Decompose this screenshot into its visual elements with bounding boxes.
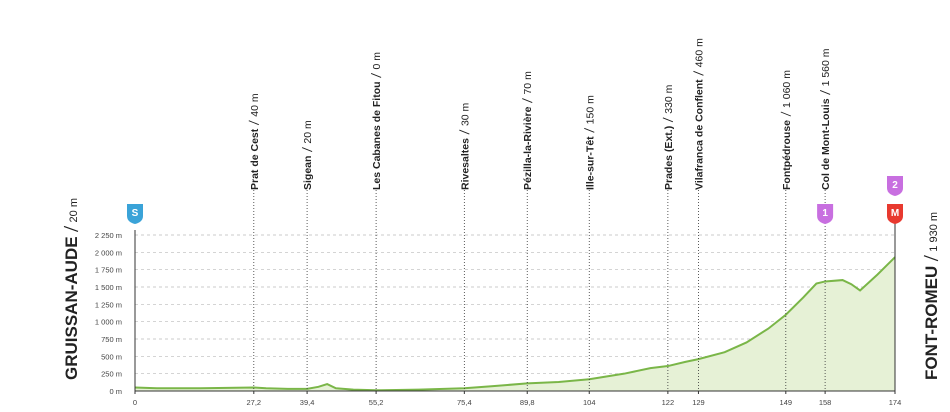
x-tick-label: 104 (583, 398, 596, 407)
y-tick-label: 750 m (101, 335, 122, 344)
x-tick-label: 122 (662, 398, 675, 407)
separator (522, 98, 533, 103)
separator (459, 129, 470, 135)
x-tick-label: 55,2 (369, 398, 384, 407)
y-tick-label: 250 m (101, 370, 122, 379)
y-tick-label: 500 m (101, 352, 122, 361)
x-tick-label: 149 (780, 398, 793, 407)
finish-label: FONT-ROMEU 1 930 m (922, 212, 941, 380)
start-marker-badge (127, 204, 143, 224)
separator (63, 225, 79, 233)
waypoint-label: Col de Mont-Louis 1 560 m (819, 48, 832, 190)
finish-marker-text: M (891, 208, 899, 219)
waypoint-altitude: 460 m (693, 38, 705, 67)
waypoint-altitude: 70 m (522, 71, 534, 95)
waypoint-label: Rivesaltes 30 m (459, 102, 471, 190)
waypoint-name: Les Cabanes de Fitou (371, 81, 383, 190)
climb-marker-badge (817, 204, 834, 224)
waypoint-altitude: 30 m (459, 102, 471, 126)
x-tick-label: 174 (889, 398, 902, 407)
finish-marker-badge (887, 204, 903, 224)
x-tick-label: 75,4 (457, 398, 472, 407)
waypoint-altitude: 20 m (302, 120, 314, 144)
separator (693, 70, 704, 76)
y-tick-label: 0 m (109, 387, 122, 396)
start-altitude: 20 m (68, 198, 80, 222)
waypoint-name: Prat de Cest (249, 128, 261, 190)
start-marker-text: S (132, 208, 139, 219)
finish-climb-marker-text: 2 (892, 180, 898, 191)
x-tick-label: 89,8 (520, 398, 535, 407)
waypoint-label: Pézilla-la-Rivière 70 m (522, 71, 534, 190)
separator (923, 255, 939, 262)
finish-name: FONT-ROMEU (922, 266, 941, 380)
waypoint-name: Fontpédrouse (781, 120, 793, 190)
waypoint-label: Sigean 20 m (301, 120, 314, 190)
y-tick-label: 1 000 m (95, 318, 122, 327)
waypoint-label: Fontpédrouse 1 060 m (780, 70, 793, 190)
separator (370, 73, 382, 78)
area-fill (135, 257, 895, 391)
start-label: GRUISSAN-AUDE 20 m (62, 198, 81, 380)
y-tick-label: 1 750 m (95, 266, 122, 275)
waypoint-label: Prat de Cest 40 m (248, 93, 261, 190)
waypoint-altitude: 1 560 m (820, 48, 832, 86)
separator (248, 120, 259, 126)
y-tick-label: 2 250 m (95, 231, 122, 240)
waypoint-altitude: 0 m (371, 52, 383, 70)
waypoint-label: Les Cabanes de Fitou 0 m (370, 52, 383, 190)
waypoint-altitude: 330 m (663, 84, 675, 113)
climb-marker-text: 1 (822, 208, 828, 219)
waypoint-label: Ille-sur-Têt 150 m (584, 95, 596, 190)
start-name: GRUISSAN-AUDE (62, 236, 81, 380)
x-tick-label: 158 (819, 398, 832, 407)
separator (819, 90, 831, 95)
waypoint-altitude: 40 m (249, 93, 261, 117)
x-tick-label: 129 (692, 398, 705, 407)
separator (780, 111, 791, 117)
waypoint-altitude: 150 m (584, 95, 596, 124)
x-tick-label: 39,4 (300, 398, 315, 407)
waypoint-name: Col de Mont-Louis (820, 98, 832, 190)
waypoint-name: Sigean (302, 156, 314, 190)
waypoint-name: Pézilla-la-Rivière (522, 106, 534, 190)
x-tick-label: 27,2 (246, 398, 261, 407)
y-tick-label: 1 500 m (95, 283, 122, 292)
waypoint-name: Prades (Ext.) (663, 126, 675, 190)
waypoint-label: Vilafranca de Conflent 460 m (693, 38, 705, 190)
waypoint-name: Rivesaltes (459, 138, 471, 190)
x-tick-label: 0 (133, 398, 137, 407)
separator (301, 147, 313, 152)
y-tick-label: 1 250 m (95, 300, 122, 309)
finish-altitude: 1 930 m (928, 212, 940, 252)
waypoint-name: Ille-sur-Têt (584, 136, 596, 190)
waypoint-label: Prades (Ext.) 330 m (662, 84, 675, 190)
separator (662, 117, 674, 123)
waypoint-name: Vilafranca de Conflent (693, 79, 705, 190)
waypoint-altitude: 1 060 m (781, 70, 793, 108)
separator (584, 127, 595, 133)
y-tick-label: 2 000 m (95, 248, 122, 257)
finish-climb-marker-badge (887, 176, 903, 196)
